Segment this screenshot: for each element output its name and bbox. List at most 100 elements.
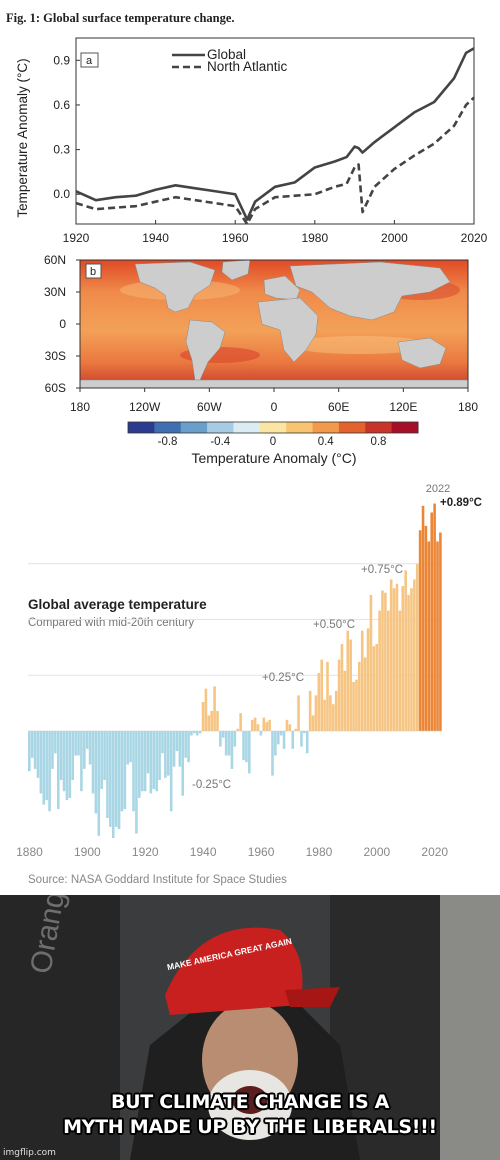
colorbar-segment (233, 422, 261, 433)
y-tick-label-a: 0.0 (53, 187, 70, 201)
colorbar-segment (312, 422, 340, 433)
colorbar-segment (365, 422, 393, 433)
temperature-bar (378, 610, 381, 731)
warm-patch (290, 336, 430, 354)
temperature-bar (421, 505, 425, 731)
australia (397, 337, 447, 369)
temperature-bar (51, 731, 54, 769)
temperature-bar (340, 644, 344, 731)
temperature-bar (71, 731, 75, 781)
x-tick-label-c: 2000 (364, 845, 391, 859)
temperature-bar (45, 731, 48, 801)
temperature-bar (201, 702, 205, 731)
temperature-bar (138, 731, 141, 798)
temperature-bar (326, 661, 329, 731)
x-tick-label-b: 120E (389, 400, 417, 414)
temperature-bar (282, 731, 286, 749)
temperature-bar (314, 695, 318, 731)
temperature-bar (126, 731, 130, 765)
temperature-bar (401, 586, 405, 731)
temperature-bar (85, 731, 89, 749)
temperature-bar (172, 731, 176, 767)
temperature-bar (152, 731, 156, 789)
temperature-bar (308, 690, 312, 731)
reference-label: +0.75°C (361, 564, 403, 576)
temperature-bar (337, 659, 341, 731)
temperature-bar (334, 690, 338, 731)
y-tick-label-b: 60S (45, 381, 66, 395)
asia (289, 261, 451, 321)
temperature-bar (294, 728, 297, 731)
temperature-bar (358, 661, 361, 731)
temperature-bar (230, 731, 234, 769)
temperature-bar (433, 503, 436, 731)
y-tick-label-b: 30N (44, 285, 66, 299)
temperature-bar (129, 731, 132, 763)
x-tick-label-c: 1920 (132, 845, 159, 859)
colorbar-segment (207, 422, 234, 433)
temperature-bar (204, 688, 208, 731)
temperature-bar (271, 731, 274, 776)
y-tick-label-a: 0.3 (53, 143, 70, 157)
legend-label: Global (207, 47, 246, 62)
temperature-bar (248, 731, 251, 774)
colorbar-segment (154, 422, 182, 433)
temperature-bar (68, 731, 72, 798)
temperature-bar (253, 717, 257, 731)
temperature-bar (349, 639, 352, 731)
temperature-bar (415, 563, 419, 731)
x-tick-label-b: 180 (70, 400, 90, 414)
temperature-bar (42, 731, 46, 805)
source-note: Source: NASA Goddard Institute for Space… (28, 874, 287, 886)
temperature-bar (135, 731, 138, 834)
temperature-bar (436, 541, 439, 731)
temperature-bar (227, 731, 231, 756)
temperature-bar (323, 699, 326, 731)
y-tick-label-b: 60N (44, 253, 66, 267)
heatmap-panel-b: b 180 120W 60W 0 60E 120E 180 60N 30N 0 30S 60S -0.… (44, 253, 478, 466)
meme-caption-line1: BUT CLIMATE CHANGE IS A (110, 1091, 390, 1113)
temperature-bar (398, 610, 402, 731)
temperature-bar (256, 724, 260, 731)
series-line-global (75, 47, 475, 221)
colorbar-tick-label: 0 (270, 436, 276, 448)
temperature-bar (285, 719, 289, 731)
legend-label: North Atlantic (207, 59, 288, 74)
colorbar-segment (286, 422, 314, 433)
temperature-bar (28, 731, 31, 772)
temperature-bar (407, 594, 410, 731)
temperature-bar (224, 731, 228, 756)
x-tick-label-c: 1980 (306, 845, 333, 859)
colorbar-segment (259, 422, 287, 433)
x-tick-label-c: 1960 (248, 845, 275, 859)
temperature-bar (424, 525, 428, 731)
temperature-bar (190, 731, 193, 736)
temperature-bar (193, 731, 196, 734)
temperature-bar (109, 731, 112, 827)
x-tick-label-c: 1900 (74, 845, 101, 859)
colorbar-tick-label: 0.8 (370, 436, 386, 448)
temperature-bar (207, 715, 211, 731)
x-tick-label-b: 120W (129, 400, 161, 414)
temperature-bar (111, 731, 115, 839)
temperature-bar (355, 679, 358, 731)
temperature-bar (195, 731, 199, 736)
temperature-bar (311, 715, 315, 731)
temperature-bar (439, 532, 442, 731)
temperature-bar (120, 731, 124, 812)
temperature-bar (184, 731, 187, 758)
x-tick-label-b: 60E (328, 400, 349, 414)
mouth (232, 1086, 268, 1114)
temperature-bar (363, 657, 367, 731)
panel-label-box-b (85, 263, 102, 279)
temperature-bar (352, 681, 355, 731)
temperature-bar (239, 713, 242, 731)
last-value-label: +0.89°C (440, 497, 482, 509)
temperature-bar (360, 630, 364, 731)
x-tick-label-c: 2020 (421, 845, 448, 859)
temperature-bar (80, 731, 83, 792)
colorbar-frame (127, 421, 419, 434)
colorbar-tick-label: -0.4 (210, 436, 230, 448)
temperature-bar (331, 704, 335, 731)
antarctica (80, 379, 468, 388)
